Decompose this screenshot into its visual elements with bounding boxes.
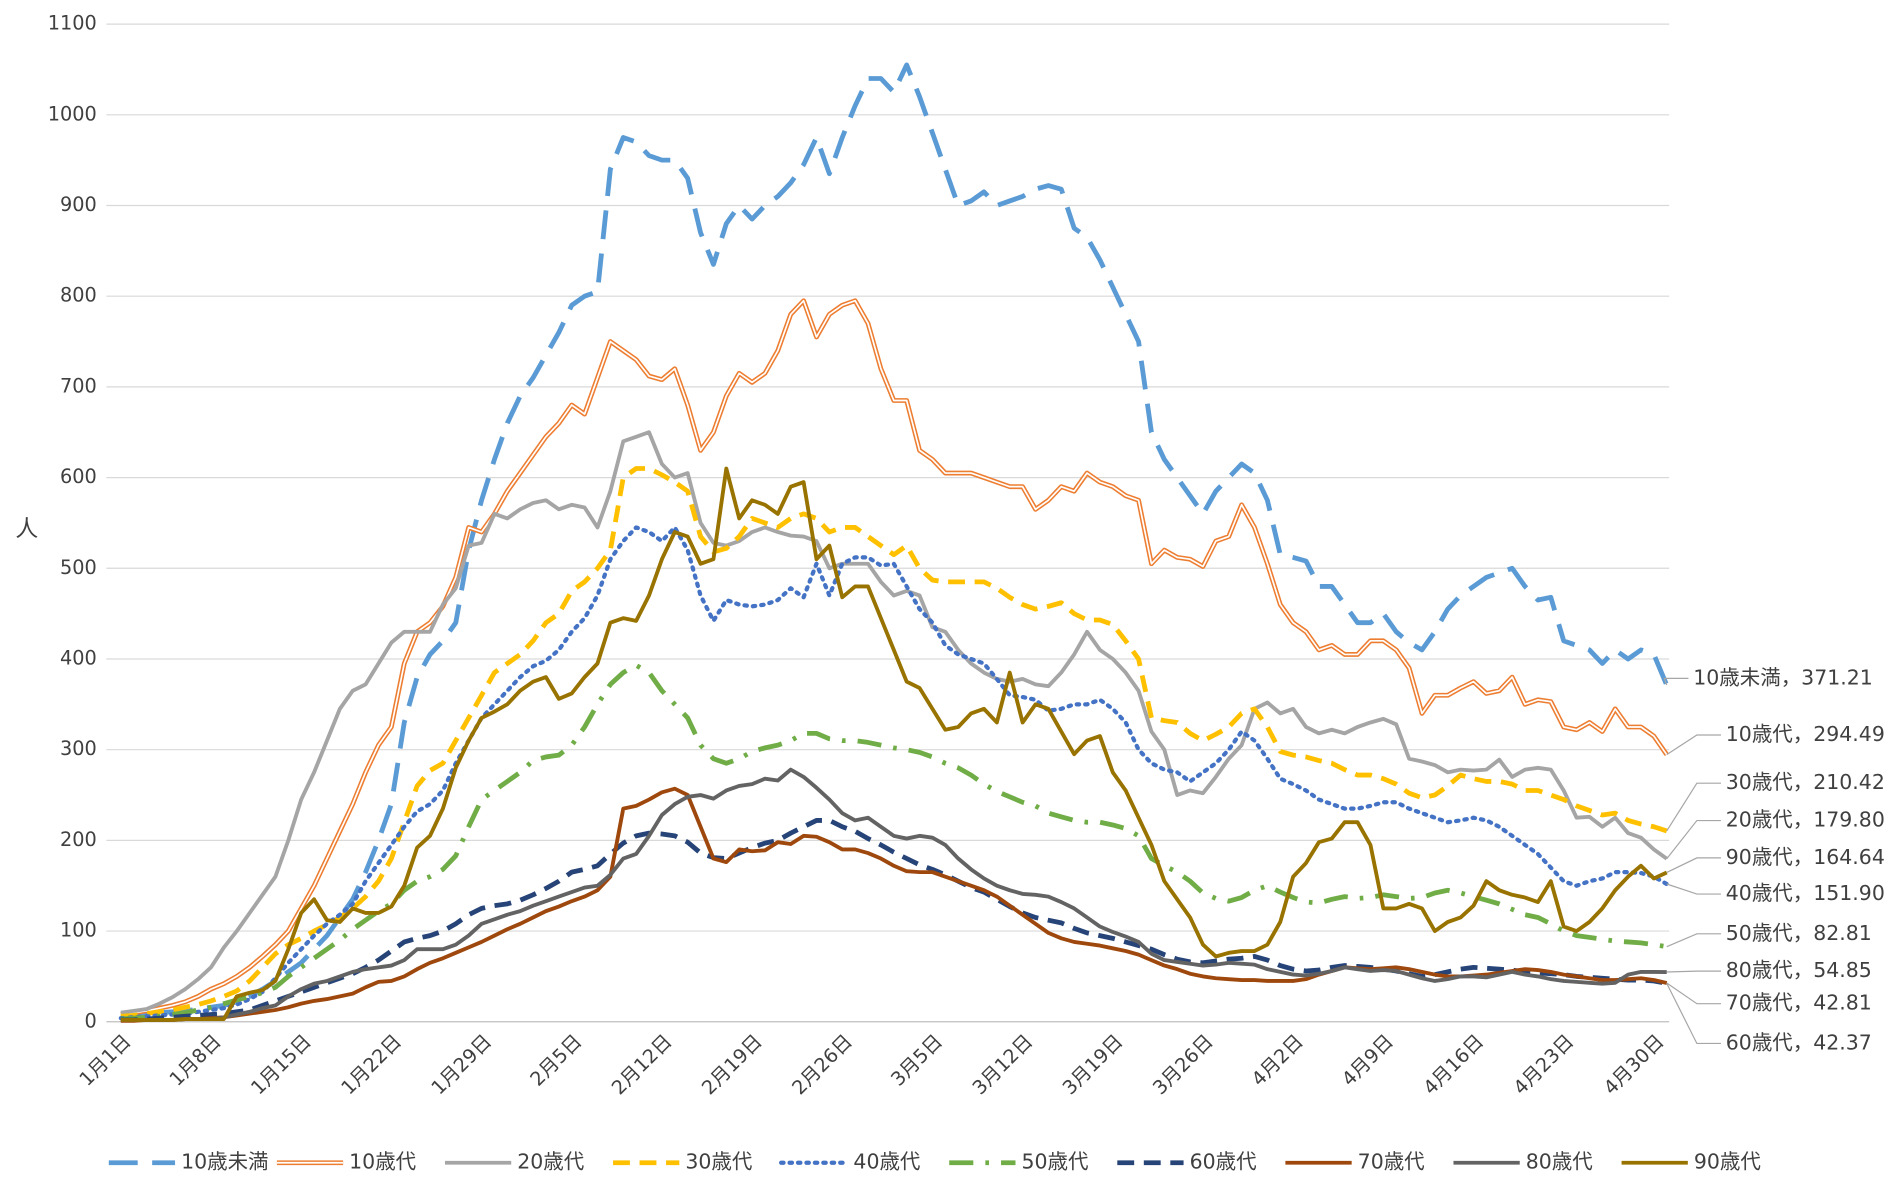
x-tick-label: 1月8日 — [165, 1030, 226, 1091]
x-tick-label: 4月30日 — [1599, 1030, 1669, 1100]
legend-label: 20歳代 — [517, 1150, 584, 1174]
label-connector — [1666, 933, 1721, 948]
label-connector — [1666, 883, 1721, 895]
y-tick-label: 1000 — [48, 102, 97, 125]
end-label: 30歳代，210.42 — [1726, 770, 1885, 794]
series-line — [120, 466, 1668, 1022]
x-tick-label: 4月16日 — [1419, 1030, 1489, 1100]
x-tick-label: 3月12日 — [968, 1030, 1038, 1100]
y-tick-label: 800 — [60, 284, 97, 307]
y-axis-label: 人 — [15, 517, 38, 543]
end-label: 40歳代，151.90 — [1726, 881, 1885, 905]
end-label: 80歳代，54.85 — [1726, 958, 1872, 982]
label-connector — [1666, 982, 1721, 1005]
y-tick-label: 500 — [60, 556, 97, 579]
y-tick-label: 1100 — [48, 12, 97, 35]
legend-label: 60歳代 — [1190, 1150, 1257, 1174]
label-connector — [1666, 819, 1721, 860]
series-line-inner — [120, 299, 1668, 1016]
y-tick-label: 700 — [60, 374, 97, 397]
series-line — [120, 767, 1667, 1022]
series-line — [120, 786, 1668, 1023]
y-tick-label: 0 — [84, 1009, 96, 1032]
series-line — [120, 818, 1668, 1023]
label-connector — [1666, 983, 1721, 1045]
x-tick-label: 4月9日 — [1337, 1030, 1398, 1091]
end-label: 10歳代，294.49 — [1726, 722, 1885, 746]
series-line — [120, 466, 1668, 1019]
label-connector — [1666, 857, 1721, 873]
x-tick-label: 3月5日 — [886, 1030, 947, 1091]
end-label: 60歳代，42.37 — [1726, 1030, 1872, 1054]
legend-label: 10歳未満 — [181, 1150, 268, 1174]
label-connector — [1663, 677, 1689, 686]
y-tick-label: 300 — [60, 737, 97, 760]
legend-label: 40歳代 — [853, 1150, 920, 1174]
x-tick-label: 2月5日 — [526, 1030, 587, 1091]
series-line — [120, 662, 1668, 1022]
legend-label: 50歳代 — [1022, 1150, 1089, 1174]
x-tick-label: 2月26日 — [787, 1030, 857, 1100]
x-tick-label: 3月19日 — [1058, 1030, 1128, 1100]
x-tick-label: 2月19日 — [697, 1030, 767, 1100]
x-tick-label: 4月2日 — [1247, 1030, 1308, 1091]
legend-label: 80歳代 — [1526, 1150, 1593, 1174]
end-label: 90歳代，164.64 — [1726, 845, 1885, 869]
end-label: 20歳代，179.80 — [1726, 808, 1885, 832]
x-tick-label: 1月29日 — [427, 1030, 497, 1100]
x-tick-label: 1月22日 — [337, 1030, 407, 1100]
series-line — [120, 62, 1669, 1020]
legend-label: 90歳代 — [1694, 1150, 1761, 1174]
x-tick-label: 2月12日 — [607, 1030, 677, 1100]
series-line — [120, 430, 1668, 1015]
x-tick-label: 1月1日 — [75, 1030, 136, 1091]
y-tick-label: 200 — [60, 828, 97, 851]
y-tick-label: 600 — [60, 465, 97, 488]
x-tick-label: 4月23日 — [1509, 1030, 1579, 1100]
x-tick-label: 1月15日 — [246, 1030, 316, 1100]
series-line — [118, 525, 1669, 1021]
legend-label: 10歳代 — [349, 1150, 416, 1174]
end-label: 10歳未満，371.21 — [1693, 665, 1873, 689]
y-tick-label: 900 — [60, 193, 97, 216]
label-connector — [1666, 970, 1721, 973]
legend-label: 70歳代 — [1358, 1150, 1425, 1174]
end-label: 70歳代，42.81 — [1726, 991, 1872, 1015]
legend-label: 30歳代 — [685, 1150, 752, 1174]
x-tick-label: 3月26日 — [1148, 1030, 1218, 1100]
label-connector — [1666, 734, 1721, 756]
label-connector — [1666, 782, 1721, 832]
y-tick-label: 100 — [60, 919, 97, 942]
y-tick-label: 400 — [60, 646, 97, 669]
end-label: 50歳代，82.81 — [1726, 921, 1872, 945]
